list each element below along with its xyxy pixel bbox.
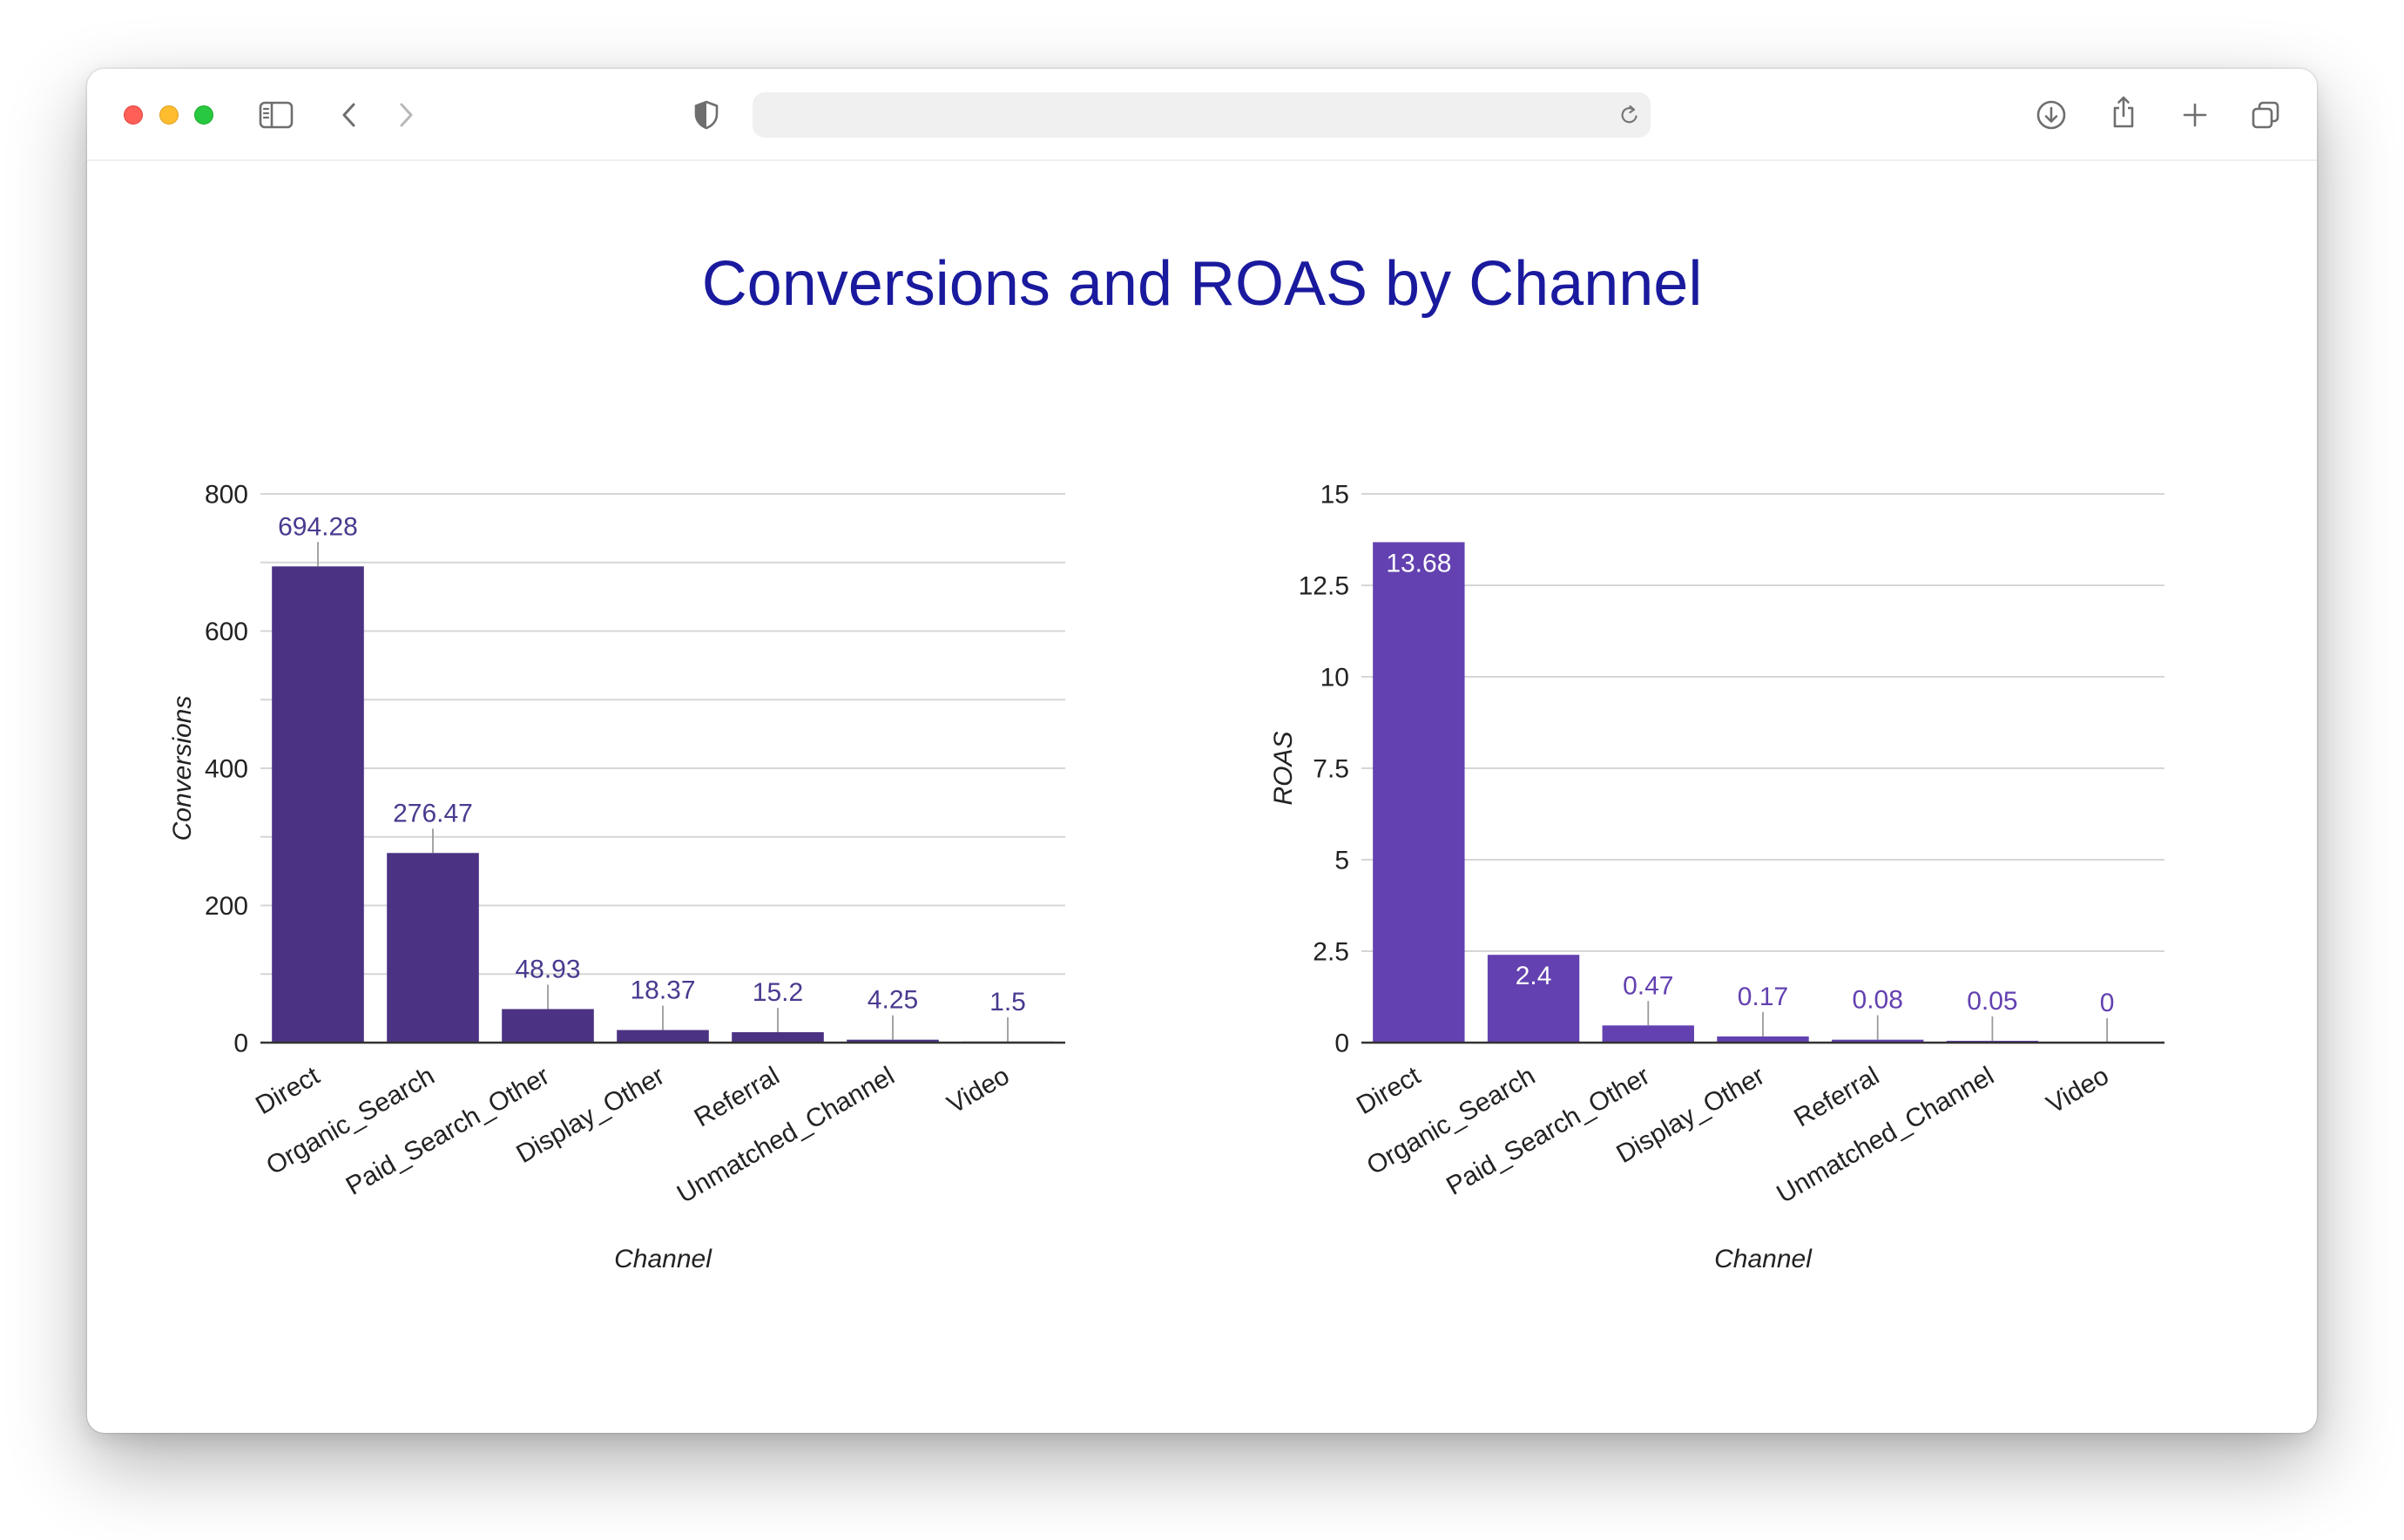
x-tick-label: Video [2042,1061,2113,1119]
share-icon [2113,96,2134,128]
reload-button[interactable] [1618,104,1641,126]
chevron-left-icon [342,103,355,127]
x-tick-label: Video [942,1061,1014,1119]
x-axis-ticks: DirectOrganic_SearchPaid_Search_OtherDis… [251,1061,1014,1209]
browser-toolbar [87,69,2317,161]
y-axis-title: ROAS [1269,731,1298,805]
bars [272,566,1054,1043]
x-axis-title: Channel [614,1245,712,1273]
bar[interactable] [502,1009,594,1043]
bar[interactable] [847,1039,939,1043]
bar[interactable] [1717,1036,1809,1043]
data-label: 694.28 [278,512,358,541]
bar[interactable] [1832,1039,1924,1043]
x-tick-label: Unmatched_Channel [1772,1061,1999,1209]
y-tick-label: 10 [1320,664,1349,692]
y-axis-ticks: 0 200 400 600 800 [205,481,248,1058]
data-labels: 694.28 276.47 48.93 18.37 15.2 4.25 1.5 [278,512,1026,1042]
zoom-window-button[interactable] [194,105,213,125]
data-label: 18.37 [630,976,695,1005]
x-tick-label: Paid_Search_Other [1442,1061,1655,1200]
minimize-window-button[interactable] [159,105,179,125]
x-axis-ticks: DirectOrganic_SearchPaid_Search_OtherDis… [1352,1061,2114,1209]
chevron-right-icon [400,103,413,127]
y-tick-label: 5 [1334,847,1349,875]
x-tick-label: Referral [1789,1061,1884,1132]
data-label: 48.93 [515,955,580,983]
data-label: 0.17 [1738,983,1788,1011]
downloads-button[interactable] [2036,99,2067,131]
reload-icon [1621,105,1638,124]
shield-icon [694,100,719,130]
y-tick-label: 2.5 [1313,938,1349,967]
y-tick-label: 200 [205,892,248,921]
bar[interactable] [1373,542,1465,1043]
y-tick-label: 800 [205,481,248,510]
data-label: 0 [2100,989,2115,1017]
data-label: 0.47 [1623,971,1673,1000]
back-button[interactable] [340,101,359,129]
new-tab-button[interactable] [2182,102,2208,128]
data-label: 13.68 [1386,549,1451,578]
gridlines [1361,493,2164,952]
data-label: 0.05 [1967,987,2017,1016]
browser-window: Conversions and ROAS by Channel 0 200 400 6… [87,69,2317,1433]
page-title: Conversions and ROAS by Channel [701,249,1703,319]
bar[interactable] [617,1030,709,1043]
y-tick-label: 0 [233,1030,248,1058]
bar[interactable] [1602,1025,1694,1043]
data-label: 4.25 [868,986,918,1015]
y-tick-label: 600 [205,618,248,646]
conversions-bar-chart: 0 200 400 600 800 694.28 276.47 48.93 18.37 15.2 4… [168,481,1065,1273]
share-button[interactable] [2110,95,2137,130]
forward-button[interactable] [396,101,415,129]
tab-overview-button[interactable] [2250,99,2281,131]
sidebar-toggle-button[interactable] [259,101,294,129]
address-bar[interactable] [753,92,1651,138]
bar[interactable] [272,566,364,1043]
y-tick-label: 7.5 [1313,755,1349,784]
privacy-report-button[interactable] [693,100,719,130]
data-labels: 13.68 2.4 0.47 0.17 0.08 0.05 0 [1386,549,2114,1043]
sidebar-icon [259,101,294,129]
x-axis-title: Channel [1714,1245,1813,1273]
x-tick-label: Paid_Search_Other [341,1061,555,1200]
bar[interactable] [732,1032,824,1043]
x-tick-label: Direct [251,1061,325,1120]
x-tick-label: Referral [690,1061,785,1132]
data-label: 15.2 [753,978,803,1007]
data-label: 0.08 [1853,986,1903,1015]
tab-overview-icon [2252,101,2279,129]
y-axis-title: Conversions [168,696,197,841]
plus-icon [2183,103,2207,127]
roas-bar-chart: 0 2.5 5 7.5 10 12.5 15 13.68 2.4 0.47 0.17 0.08 0.05… [1269,481,2164,1273]
x-tick-label: Direct [1352,1061,1426,1120]
download-icon [2036,100,2066,130]
y-tick-label: 0 [1334,1030,1349,1058]
bars [1373,542,2039,1043]
y-axis-ticks: 0 2.5 5 7.5 10 12.5 15 [1299,481,1349,1058]
y-tick-label: 400 [205,755,248,784]
data-label: 1.5 [989,988,1026,1017]
y-tick-label: 15 [1320,481,1349,510]
x-tick-label: Unmatched_Channel [672,1061,900,1209]
y-tick-label: 12.5 [1299,572,1349,601]
data-label: 276.47 [393,799,473,827]
bar[interactable] [1487,955,1580,1043]
gridlines [260,493,1065,976]
data-label: 2.4 [1516,962,1552,990]
bar[interactable] [387,853,479,1043]
close-window-button[interactable] [124,105,143,125]
